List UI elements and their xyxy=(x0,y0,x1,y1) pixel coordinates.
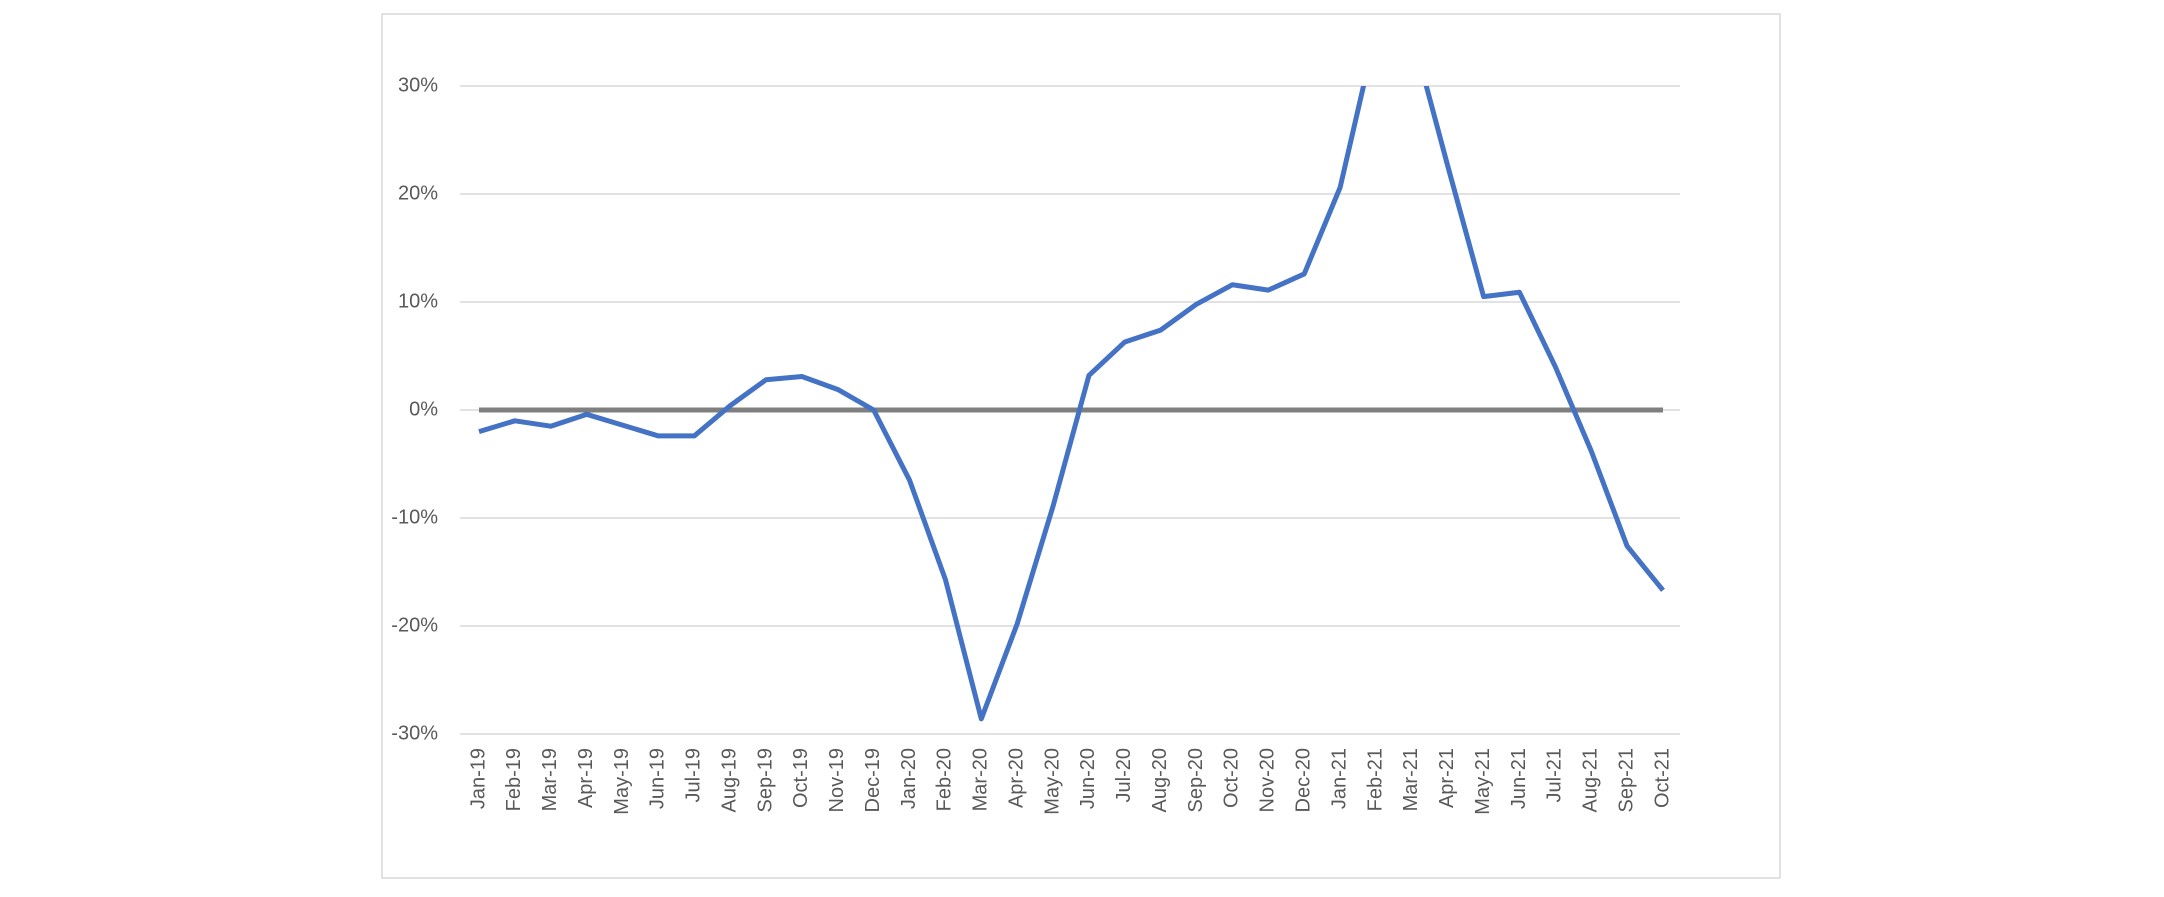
x-tick-label: Jul-19 xyxy=(683,748,705,802)
x-tick-label: Jun-20 xyxy=(1077,748,1099,809)
x-tick-label: Sep-21 xyxy=(1615,748,1637,813)
x-tick-label: Dec-19 xyxy=(862,748,884,812)
x-tick-label: Aug-20 xyxy=(1149,748,1171,813)
data-line xyxy=(478,86,1665,722)
x-tick-label: Apr-19 xyxy=(575,748,597,808)
x-tick-label: Sep-19 xyxy=(754,748,776,813)
x-tick-label: Nov-19 xyxy=(826,748,848,812)
x-tick-label: Jun-19 xyxy=(647,748,669,809)
x-tick-label: Oct-21 xyxy=(1651,748,1673,808)
x-tick-label: Jan-19 xyxy=(467,748,489,809)
y-tick-label: 30% xyxy=(398,74,438,96)
y-tick-label: -20% xyxy=(391,614,438,636)
y-tick-label: -10% xyxy=(391,506,438,528)
x-tick-label: Apr-20 xyxy=(1005,748,1027,808)
x-tick-label: Jan-20 xyxy=(898,748,920,809)
y-tick-label: 0% xyxy=(409,398,438,420)
x-tick-label: Oct-19 xyxy=(790,748,812,808)
x-tick-label: Feb-21 xyxy=(1364,748,1386,811)
x-tick-label: Dec-20 xyxy=(1292,748,1314,812)
x-tick-label: Jun-21 xyxy=(1508,748,1530,809)
x-tick-label: Mar-21 xyxy=(1400,748,1422,811)
y-tick-label: 20% xyxy=(398,182,438,204)
x-tick-label: Oct-20 xyxy=(1221,748,1243,808)
x-tick-label: Mar-19 xyxy=(539,748,561,811)
y-tick-label: 10% xyxy=(398,290,438,312)
y-tick-label: -30% xyxy=(391,722,438,744)
x-tick-label: May-20 xyxy=(1041,748,1063,815)
x-tick-label: Aug-19 xyxy=(718,748,740,813)
x-tick-label: Feb-19 xyxy=(503,748,525,811)
x-tick-label: Aug-21 xyxy=(1580,748,1602,813)
x-tick-label: May-21 xyxy=(1472,748,1494,815)
x-tick-label: Nov-20 xyxy=(1257,748,1279,812)
x-tick-label: Mar-20 xyxy=(970,748,992,811)
x-tick-label: Feb-20 xyxy=(934,748,956,811)
x-tick-label: Jul-21 xyxy=(1544,748,1566,802)
x-tick-label: Sep-20 xyxy=(1185,748,1207,813)
x-tick-label: Apr-21 xyxy=(1436,748,1458,808)
x-tick-label: Jan-21 xyxy=(1328,748,1350,809)
x-tick-label: Jul-20 xyxy=(1113,748,1135,802)
x-tick-label: May-19 xyxy=(611,748,633,815)
